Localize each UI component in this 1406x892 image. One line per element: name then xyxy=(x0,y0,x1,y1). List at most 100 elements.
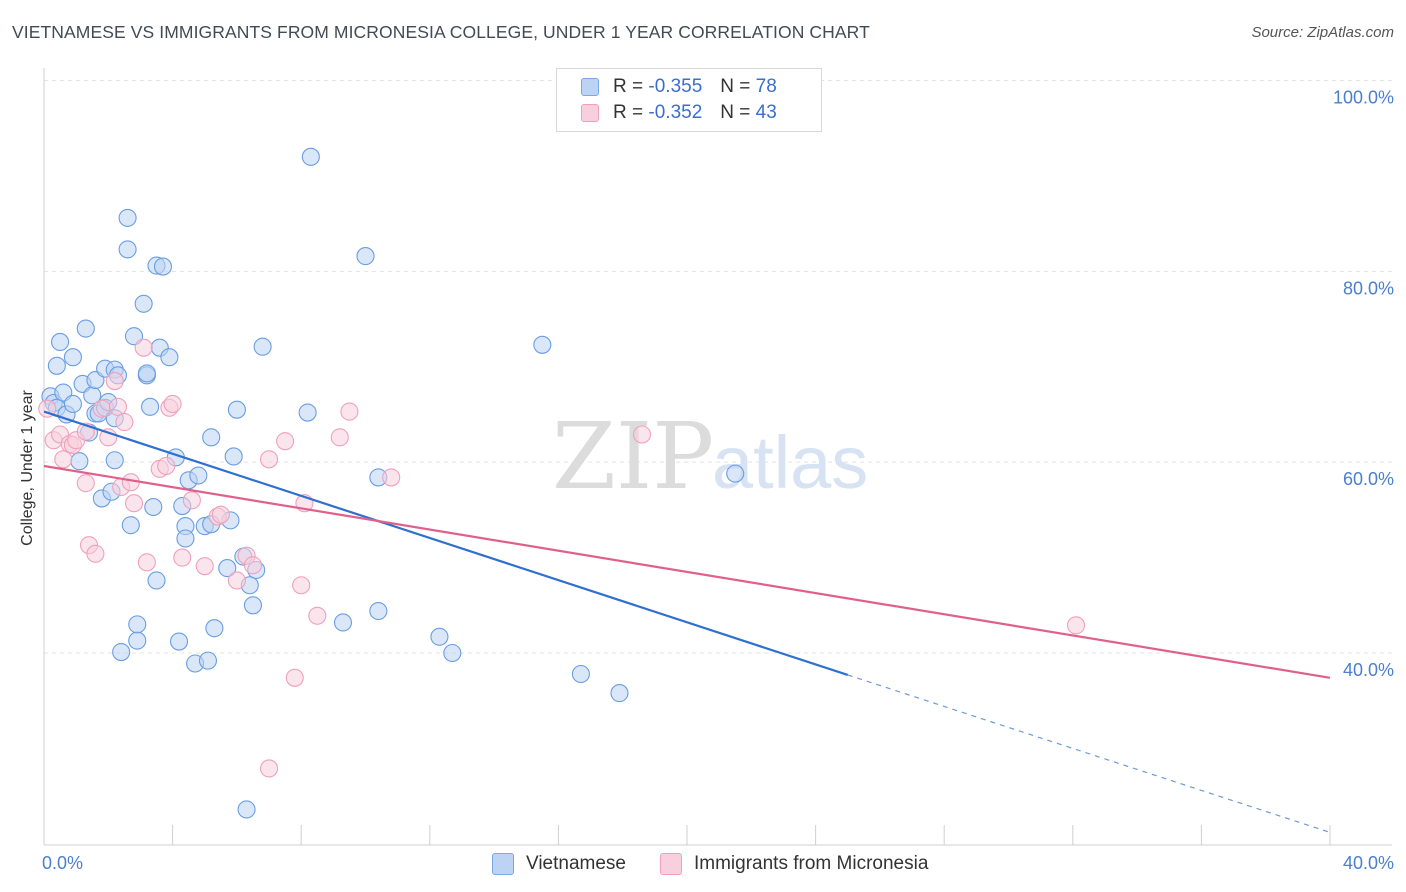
source-label: Source: ZipAtlas.com xyxy=(1251,24,1394,41)
correlation-legend: R = -0.355 N = 78 R = -0.352 N = 43 xyxy=(556,68,822,132)
watermark-zip: ZIP xyxy=(552,403,714,510)
point-micronesia xyxy=(259,759,279,778)
legend-row-vietnamese: R = -0.355 N = 78 xyxy=(581,75,777,99)
point-micronesia xyxy=(182,491,201,510)
y-tick-label: 80.0% xyxy=(1343,278,1394,298)
point-vietnamese xyxy=(144,497,163,517)
point-vietnamese xyxy=(298,403,317,422)
point-micronesia xyxy=(211,505,230,524)
point-micronesia xyxy=(92,399,111,418)
legend-swatch-micronesia xyxy=(581,104,599,122)
point-vietnamese xyxy=(128,631,147,650)
point-vietnamese xyxy=(137,364,156,383)
y-tick-label: 60.0% xyxy=(1343,469,1394,489)
point-micronesia xyxy=(115,413,134,432)
point-vietnamese xyxy=(198,651,218,670)
point-micronesia xyxy=(76,474,95,493)
bottom-legend-micronesia: Immigrants from Micronesia xyxy=(660,851,928,877)
point-vietnamese xyxy=(227,400,246,419)
legend-n-value: 43 xyxy=(755,102,777,123)
point-vietnamese xyxy=(726,464,745,483)
point-micronesia xyxy=(105,372,124,391)
bottom-legend-label-vietnamese: Vietnamese xyxy=(526,853,626,874)
point-micronesia xyxy=(340,402,359,421)
point-vietnamese xyxy=(176,529,195,548)
legend-swatch-vietnamese xyxy=(581,78,599,96)
point-micronesia xyxy=(137,553,156,572)
point-micronesia xyxy=(86,544,105,563)
legend-n-value: 78 xyxy=(755,76,777,97)
point-micronesia xyxy=(1066,616,1086,635)
point-micronesia xyxy=(134,338,153,357)
legend-r-value: -0.352 xyxy=(648,102,703,123)
point-vietnamese xyxy=(160,348,179,367)
point-micronesia xyxy=(276,432,295,451)
y-tick-label: 40.0% xyxy=(1343,660,1394,680)
point-micronesia xyxy=(195,557,214,576)
watermark-atlas: atlas xyxy=(712,421,868,504)
point-micronesia xyxy=(292,576,311,595)
point-micronesia xyxy=(243,556,263,575)
point-vietnamese xyxy=(47,356,66,375)
point-micronesia xyxy=(124,494,144,513)
legend-r-label: R = xyxy=(613,76,644,97)
point-vietnamese xyxy=(189,466,208,485)
point-vietnamese xyxy=(70,452,89,471)
point-vietnamese xyxy=(76,319,95,338)
point-vietnamese xyxy=(333,613,353,632)
x-tick-label: 40.0% xyxy=(1343,853,1394,873)
point-micronesia xyxy=(632,425,652,444)
point-vietnamese xyxy=(218,559,237,578)
legend-r-value: -0.355 xyxy=(648,76,703,97)
point-vietnamese xyxy=(128,615,147,634)
point-vietnamese xyxy=(205,619,224,638)
point-vietnamese xyxy=(63,348,82,367)
y-tick-label: 100.0% xyxy=(1333,88,1394,108)
point-vietnamese xyxy=(202,428,221,447)
legend-n-label: N = xyxy=(720,102,751,123)
point-vietnamese xyxy=(63,394,82,414)
point-vietnamese xyxy=(112,642,131,662)
point-vietnamese xyxy=(610,684,629,703)
point-vietnamese xyxy=(430,627,449,646)
bottom-legend-swatch-micronesia xyxy=(660,853,682,875)
point-vietnamese xyxy=(169,632,189,651)
axes xyxy=(43,68,1392,846)
point-micronesia xyxy=(285,668,304,687)
point-vietnamese xyxy=(224,447,243,466)
point-micronesia xyxy=(227,571,246,590)
point-micronesia xyxy=(157,456,176,476)
point-micronesia xyxy=(308,606,327,625)
point-vietnamese xyxy=(243,596,263,615)
point-vietnamese xyxy=(571,664,590,684)
bottom-legend-swatch-vietnamese xyxy=(492,853,514,875)
y-tick-labels: 100.0% 80.0% 60.0% 40.0% xyxy=(1333,88,1394,681)
legend-n-label: N = xyxy=(720,76,751,97)
bottom-legend-label-micronesia: Immigrants from Micronesia xyxy=(694,853,929,874)
trend-line-vietnamese xyxy=(43,410,849,676)
point-micronesia xyxy=(259,450,279,469)
point-micronesia xyxy=(330,428,349,447)
legend-row-micronesia: R = -0.352 N = 43 xyxy=(581,101,777,125)
point-vietnamese xyxy=(533,335,552,354)
y-axis-label: College, Under 1 year xyxy=(19,390,36,546)
chart-title: VIETNAMESE VS IMMIGRANTS FROM MICRONESIA… xyxy=(12,22,870,42)
legend-r-label: R = xyxy=(613,102,644,123)
point-vietnamese xyxy=(141,397,160,416)
point-micronesia xyxy=(108,397,127,416)
point-vietnamese xyxy=(134,294,153,313)
watermark: ZIP atlas xyxy=(552,403,868,510)
trend-line-vietnamese-extension xyxy=(847,674,1331,833)
point-vietnamese xyxy=(253,337,272,356)
point-vietnamese xyxy=(147,571,166,590)
point-micronesia xyxy=(54,450,73,469)
point-micronesia xyxy=(382,468,401,487)
trend-line-micronesia xyxy=(43,464,1331,679)
point-vietnamese xyxy=(118,208,137,227)
point-vietnamese xyxy=(237,800,256,819)
point-vietnamese xyxy=(443,643,462,663)
point-vietnamese xyxy=(356,247,375,266)
point-micronesia xyxy=(163,394,182,414)
point-vietnamese xyxy=(369,601,388,621)
